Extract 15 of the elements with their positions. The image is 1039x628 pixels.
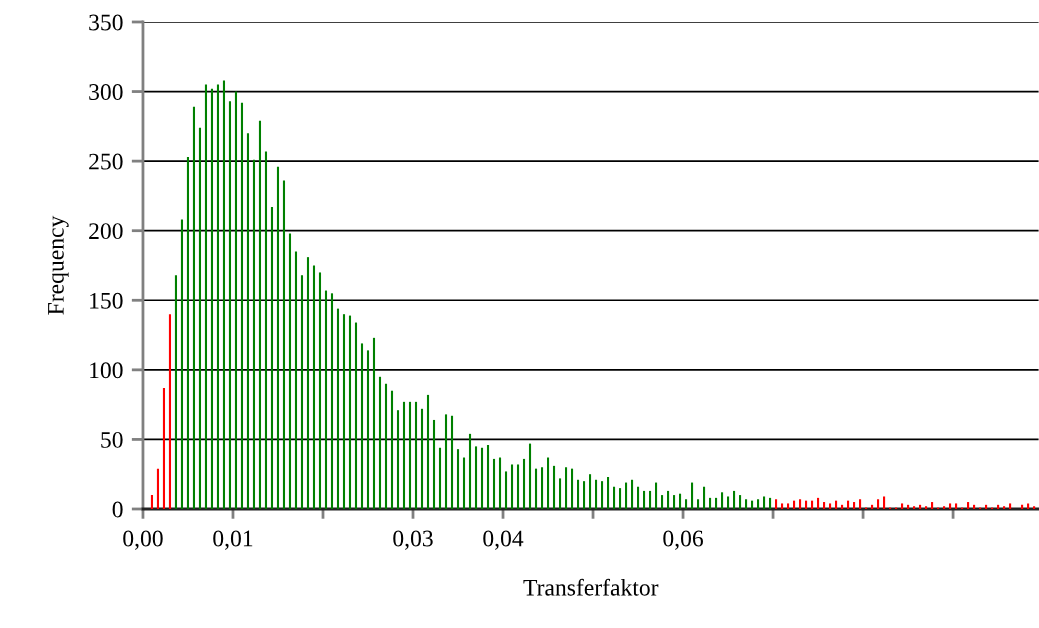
y-tick-label: 0 <box>112 501 123 518</box>
x-axis-title: Transferfaktor <box>523 578 659 596</box>
x-tick-label: 0,06 <box>663 530 703 550</box>
x-tick-label: 0,00 <box>123 530 163 550</box>
y-tick-label: 50 <box>101 431 123 448</box>
x-tick-label: 0,03 <box>393 530 433 550</box>
y-tick-label: 200 <box>89 223 123 240</box>
y-tick-label: 300 <box>89 84 123 100</box>
y-axis-title: Frequency <box>48 215 69 315</box>
y-tick-label: 350 <box>89 14 123 31</box>
y-tick-label: 150 <box>90 292 123 309</box>
x-tick-label: 0,01 <box>213 530 253 550</box>
x-tick-label: 0,04 <box>483 530 524 550</box>
y-tick-label: 250 <box>89 153 123 170</box>
y-tick-label: 100 <box>90 362 123 379</box>
